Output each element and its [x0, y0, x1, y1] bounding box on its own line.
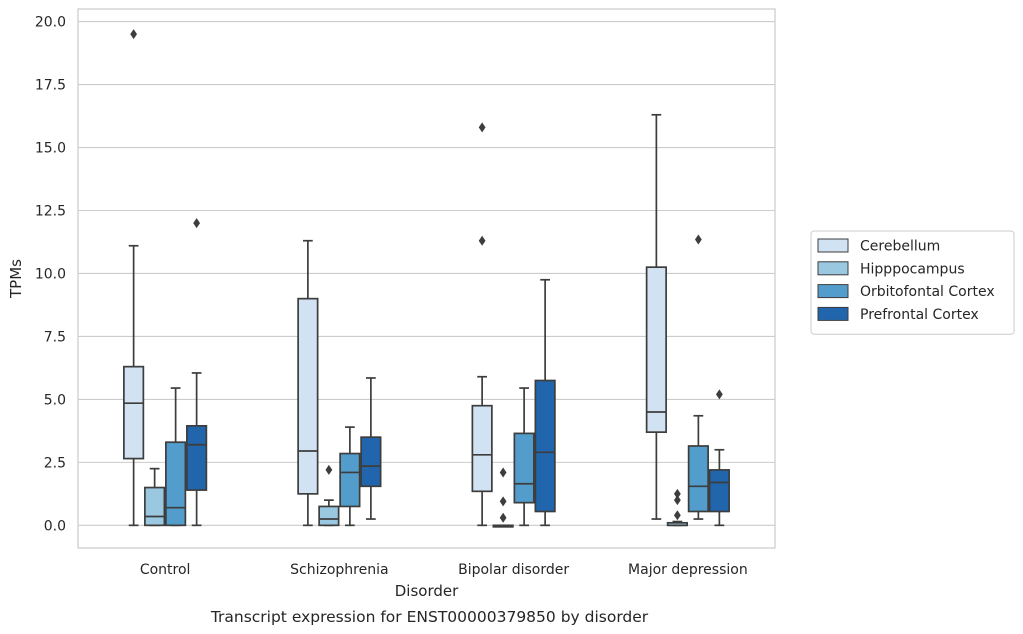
- x-tick-label: Schizophrenia: [290, 562, 388, 578]
- y-axis-label: TPMs: [7, 259, 25, 299]
- outlier-point: [499, 467, 507, 478]
- box-iqr: [513, 432, 535, 504]
- y-tick-label: 17.5: [35, 78, 66, 94]
- box-orbitofontal-cortex: [339, 426, 361, 527]
- outlier-point: [130, 29, 138, 40]
- legend-swatch: [817, 238, 849, 253]
- y-tick-label: 15.0: [35, 141, 66, 157]
- box-hipppocampus: [318, 464, 340, 527]
- y-tick-label: 5.0: [44, 392, 66, 408]
- box-iqr: [360, 436, 382, 488]
- box-hipppocampus: [492, 467, 514, 528]
- legend-label: Cerebellum: [860, 239, 940, 255]
- x-tick-label: Bipolar disorder: [458, 562, 569, 578]
- box-iqr: [297, 297, 319, 495]
- outlier-point: [673, 488, 681, 499]
- box-orbitofontal-cortex: [513, 387, 535, 527]
- box-iqr: [186, 424, 208, 491]
- legend-label: Orbitofontal Cortex: [860, 284, 995, 300]
- box-prefrontal-cortex: [360, 377, 382, 520]
- y-tick-label: 20.0: [35, 15, 66, 31]
- box-iqr: [708, 469, 730, 513]
- y-tick-label: 12.5: [35, 203, 66, 219]
- y-tick-label: 2.5: [44, 455, 66, 471]
- outlier-point: [193, 218, 201, 229]
- box-cerebellum: [123, 29, 145, 527]
- legend-swatch: [817, 306, 849, 321]
- box-iqr: [471, 404, 493, 493]
- plot-frame: [77, 8, 776, 549]
- legend-swatch: [817, 261, 849, 276]
- box-orbitofontal-cortex: [687, 234, 709, 520]
- box-hipppocampus: [666, 488, 688, 527]
- box-prefrontal-cortex: [534, 278, 556, 527]
- box-plots: [123, 29, 730, 528]
- y-tick-label: 7.5: [44, 329, 66, 345]
- chart-caption: Transcript expression for ENST0000037985…: [210, 608, 649, 626]
- outlier-point: [478, 122, 486, 133]
- x-tick-label: Major depression: [628, 562, 748, 578]
- y-tick-labels: 0.0 2.5 5.0 7.5 10.0 12.5 15.0 17.5 20.0: [35, 15, 66, 535]
- outlier-point: [499, 512, 507, 523]
- legend: Cerebellum Hipppocampus Orbitofontal Corte…: [810, 230, 1015, 335]
- outlier-point: [499, 496, 507, 507]
- box-iqr: [339, 452, 361, 508]
- outlier-point: [694, 234, 702, 245]
- box-orbitofontal-cortex: [165, 387, 187, 527]
- box-iqr: [144, 486, 166, 527]
- box-hipppocampus: [144, 467, 166, 527]
- box-iqr: [534, 379, 556, 513]
- box-iqr: [645, 266, 667, 433]
- legend-swatch: [817, 284, 849, 299]
- x-axis-label: Disorder: [395, 582, 459, 600]
- y-tick-label: 10.0: [35, 266, 66, 282]
- box-cerebellum: [645, 113, 667, 520]
- x-tick-labels: Control Schizophrenia Bipolar disorder Majo…: [140, 562, 748, 578]
- legend-frame: [810, 230, 1015, 335]
- box-prefrontal-cortex: [186, 218, 208, 527]
- outlier-point: [673, 495, 681, 506]
- box-iqr: [123, 365, 145, 460]
- y-tick-label: 0.0: [44, 518, 66, 534]
- box-iqr: [687, 445, 709, 513]
- legend-label: Hipppocampus: [860, 261, 965, 277]
- x-tick-label: Control: [140, 562, 191, 578]
- box-iqr: [318, 505, 340, 527]
- box-iqr: [165, 441, 187, 527]
- legend-label: Prefrontal Cortex: [860, 307, 979, 323]
- box-cerebellum: [471, 122, 493, 527]
- outlier-point: [715, 389, 723, 400]
- box-cerebellum: [297, 239, 319, 527]
- outlier-point: [325, 464, 333, 475]
- box-prefrontal-cortex: [708, 389, 730, 527]
- outlier-point: [478, 235, 486, 246]
- outlier-point: [673, 510, 681, 521]
